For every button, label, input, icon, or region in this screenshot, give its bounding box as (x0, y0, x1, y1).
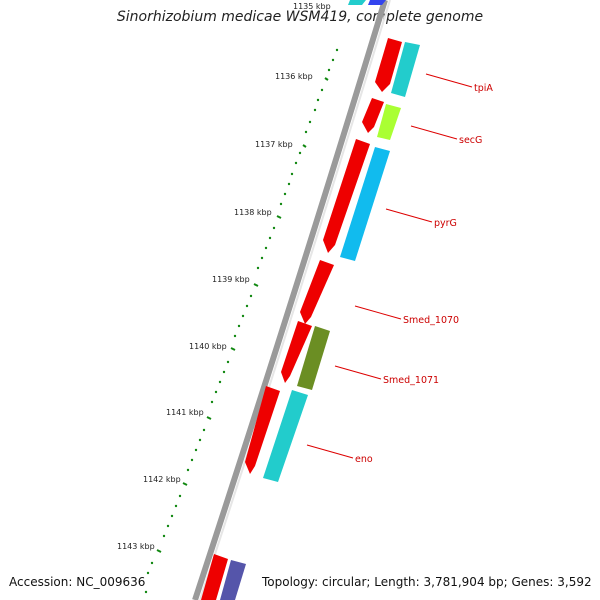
genome-summary: Topology: circular; Length: 3,781,904 bp… (262, 575, 592, 589)
accession-label: Accession: NC_009636 (9, 575, 146, 589)
feature-secG-red (362, 98, 384, 133)
feature-top-cyan (348, 0, 366, 5)
backbone-highlight (199, 0, 391, 600)
ruler-label-1142: 1142 kbp (143, 475, 181, 484)
gene-label-pyrG: pyrG (434, 218, 457, 229)
label-leaders (306, 73, 473, 459)
feature-eno-cds (263, 390, 308, 482)
ruler-label-1143: 1143 kbp (117, 542, 155, 551)
gene-label-secG: secG (459, 135, 482, 146)
backbone-shadow (192, 0, 388, 600)
ruler-label-1138: 1138 kbp (234, 208, 272, 217)
feature-bottom-red (201, 554, 228, 600)
feature-secG-cds (377, 104, 401, 140)
ruler-label-1135: 1135 kbp (293, 2, 331, 11)
feature-Smed-1070-red (300, 260, 334, 324)
ruler-label-1140: 1140 kbp (189, 342, 227, 351)
feature-Smed-1071-red (281, 321, 312, 383)
feature-bottom-indigo (220, 560, 246, 600)
feature-tpiA-red (375, 38, 402, 92)
ruler-label-1141: 1141 kbp (166, 408, 204, 417)
feature-top-blue (368, 0, 386, 5)
feature-pyrG-red (323, 139, 370, 253)
feature-Smed-1071-cds (297, 326, 330, 390)
ruler-label-1137: 1137 kbp (255, 140, 293, 149)
gene-label-Smed-1070: Smed_1070 (403, 315, 459, 326)
feature-tpiA-cds (391, 42, 420, 97)
ruler-ticks (156, 77, 329, 553)
feature-eno-red (245, 386, 280, 474)
map-title: Sinorhizobium medicae WSM419, complete g… (116, 9, 484, 25)
gene-label-tpiA: tpiA (474, 83, 493, 94)
gene-label-eno: eno (355, 454, 373, 465)
ruler-label-1139: 1139 kbp (212, 275, 250, 284)
gene-label-Smed-1071: Smed_1071 (383, 375, 439, 386)
feature-pyrG-cds (340, 147, 390, 261)
ruler-dots (144, 48, 339, 594)
ruler-label-1136: 1136 kbp (275, 72, 313, 81)
